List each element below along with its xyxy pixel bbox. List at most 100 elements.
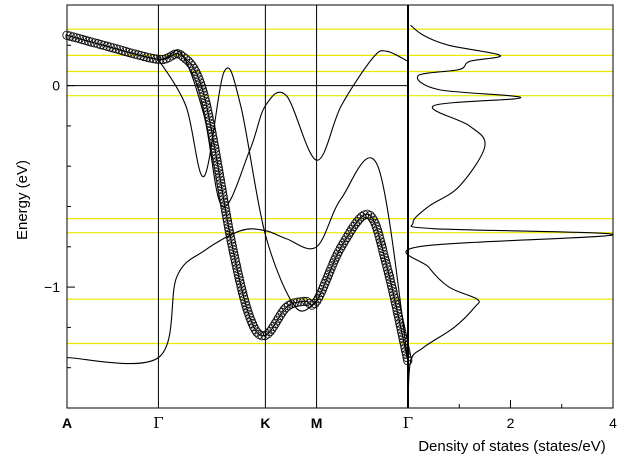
band-marker: [216, 181, 227, 192]
band-marker: [222, 213, 232, 223]
band-marker: [236, 282, 246, 292]
band-marker: [295, 297, 306, 307]
band-marker: [289, 298, 299, 308]
band-marker: [200, 93, 210, 104]
band-marker: [227, 238, 237, 248]
band-marker: [203, 106, 213, 116]
x-tick-label: 2: [507, 415, 515, 431]
band-marker: [238, 288, 248, 298]
band-marker: [379, 252, 390, 263]
band-marker: [136, 51, 146, 61]
band-marker: [217, 188, 228, 198]
band-marker: [272, 316, 282, 326]
band-marker: [214, 169, 224, 179]
band-marker: [388, 287, 398, 297]
band-marker: [164, 52, 174, 63]
band-marker: [387, 284, 397, 294]
band-marker: [386, 277, 396, 287]
band-marker: [233, 266, 243, 276]
band-marker: [228, 244, 238, 255]
band-marker: [199, 90, 209, 100]
band-marker: [214, 166, 224, 176]
band-marker: [213, 162, 223, 173]
band-marker: [313, 293, 323, 303]
y-tick-label: −1: [44, 279, 60, 295]
band-marker: [377, 243, 387, 253]
band-marker: [139, 51, 149, 62]
band-marker: [202, 103, 212, 113]
band-marker: [229, 247, 239, 258]
band-line-3: [157, 59, 317, 312]
band-marker: [211, 150, 221, 160]
band-marker: [359, 210, 369, 220]
band-marker: [142, 52, 152, 62]
band-marker: [376, 237, 386, 247]
band-curves: [62, 30, 413, 366]
band-marker: [386, 280, 397, 291]
x-tick-label: 4: [609, 415, 617, 431]
band-line-1: [66, 157, 409, 365]
band-marker: [394, 315, 404, 325]
kpoint-label-1: Γ: [153, 414, 163, 432]
band-marker: [337, 241, 347, 251]
band-marker: [343, 230, 354, 240]
band-marker: [215, 175, 225, 185]
band-marker: [215, 172, 225, 182]
band-marker: [216, 178, 226, 188]
band-marker: [399, 337, 409, 347]
band-line-0: [66, 34, 409, 362]
band-marker: [145, 53, 155, 63]
band-marker: [269, 321, 279, 331]
band-marker: [270, 318, 280, 329]
band-marker: [390, 296, 400, 306]
band-marker: [201, 100, 211, 110]
band-marker: [267, 324, 277, 334]
band-marker: [223, 219, 233, 229]
band-marker: [148, 53, 159, 64]
band-marker: [226, 235, 236, 245]
plot-border: [66, 4, 614, 409]
band-marker: [379, 249, 389, 260]
band-marker: [281, 303, 291, 313]
band-marker: [384, 271, 394, 281]
band-marker: [365, 210, 375, 221]
band-marker: [340, 235, 350, 245]
band-marker: [299, 296, 309, 306]
dos-line-0: [405, 24, 614, 409]
kpoint-label-2: K: [260, 415, 270, 431]
reference-lines: [67, 28, 613, 345]
band-marker: [389, 293, 399, 303]
band-marker: [230, 257, 241, 267]
band-marker: [395, 321, 406, 331]
band-marker: [218, 191, 228, 201]
band-marker: [396, 324, 406, 334]
kpoint-label-4: Γ: [403, 414, 413, 432]
band-marker: [221, 207, 231, 217]
band-marker: [345, 227, 355, 237]
band-marker: [385, 274, 395, 284]
band-marker: [167, 51, 177, 61]
dos-curve: [405, 24, 614, 409]
band-marker: [383, 265, 393, 275]
band-marker: [220, 200, 230, 211]
band-marker: [397, 327, 407, 338]
band-marker: [219, 194, 229, 204]
kpoint-label-3: M: [311, 415, 323, 431]
band-marker: [237, 285, 247, 295]
band-marker: [332, 249, 342, 259]
y-axis-title: Energy (eV): [14, 160, 31, 240]
kpoint-label-0: A: [62, 415, 72, 431]
band-marker: [335, 243, 345, 254]
band-marker: [224, 222, 234, 233]
band-marker: [395, 318, 405, 328]
band-marker: [233, 269, 243, 280]
band-marker: [367, 213, 377, 223]
band-marker: [201, 96, 211, 107]
band-marker: [378, 246, 388, 256]
axis-ticks: 0 −1 2 4 A Γ K M Γ: [44, 4, 617, 432]
band-marker: [342, 232, 352, 243]
band-marker: [217, 185, 227, 195]
band-marker: [389, 290, 399, 300]
band-marker: [375, 234, 385, 244]
